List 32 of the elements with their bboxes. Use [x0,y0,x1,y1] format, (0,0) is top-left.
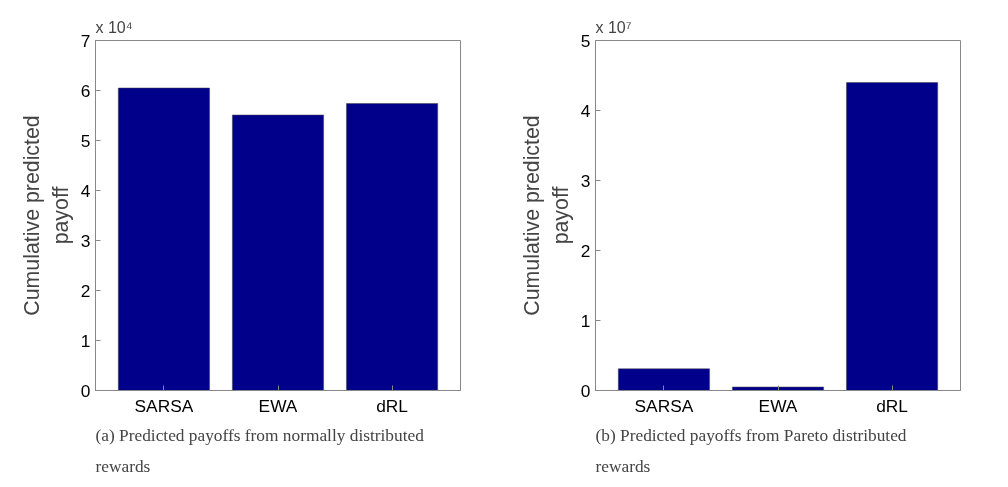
y-axis-title: Cumulative predicted payoff [20,115,73,316]
x-tick-label: EWA [258,395,298,416]
bar [846,82,938,391]
y-tick-label: 3 [580,170,591,191]
bar [232,114,324,391]
bar [118,87,210,391]
x-tick-label: dRL [376,395,409,416]
y-tick-label: 5 [580,30,591,51]
bar [618,368,710,391]
bar [732,386,824,391]
y-tick-label: 4 [80,180,91,201]
y-tick-label: 6 [80,80,91,101]
x-tick-label: SARSA [134,395,194,416]
y-tick-label: 1 [580,310,591,331]
y-axis-title: Cumulative predicted payoff [520,115,573,316]
text: x 10⁴ [95,18,133,36]
y-tick-label: 7 [80,30,91,51]
y-tick-label: 0 [80,380,91,401]
x-tick-label: EWA [758,395,798,416]
y-tick-label: 3 [80,230,91,251]
y-tick-label: 5 [80,130,91,151]
y-tick-label: 0 [580,380,591,401]
bar [346,103,438,391]
y-tick-label: 4 [580,100,591,121]
y-tick-label: 2 [580,240,591,261]
x-tick-label: dRL [876,395,909,416]
y-tick-label: 2 [80,280,91,301]
y-tick-label: 1 [80,330,91,351]
text: x 10⁷ [595,18,632,36]
text: (b) Predicted payoffs from Pareto distributed rewards [595,425,907,476]
x-tick-label: SARSA [634,395,694,416]
text: (a) Predicted payoffs from normally distributed rewards [95,425,425,476]
